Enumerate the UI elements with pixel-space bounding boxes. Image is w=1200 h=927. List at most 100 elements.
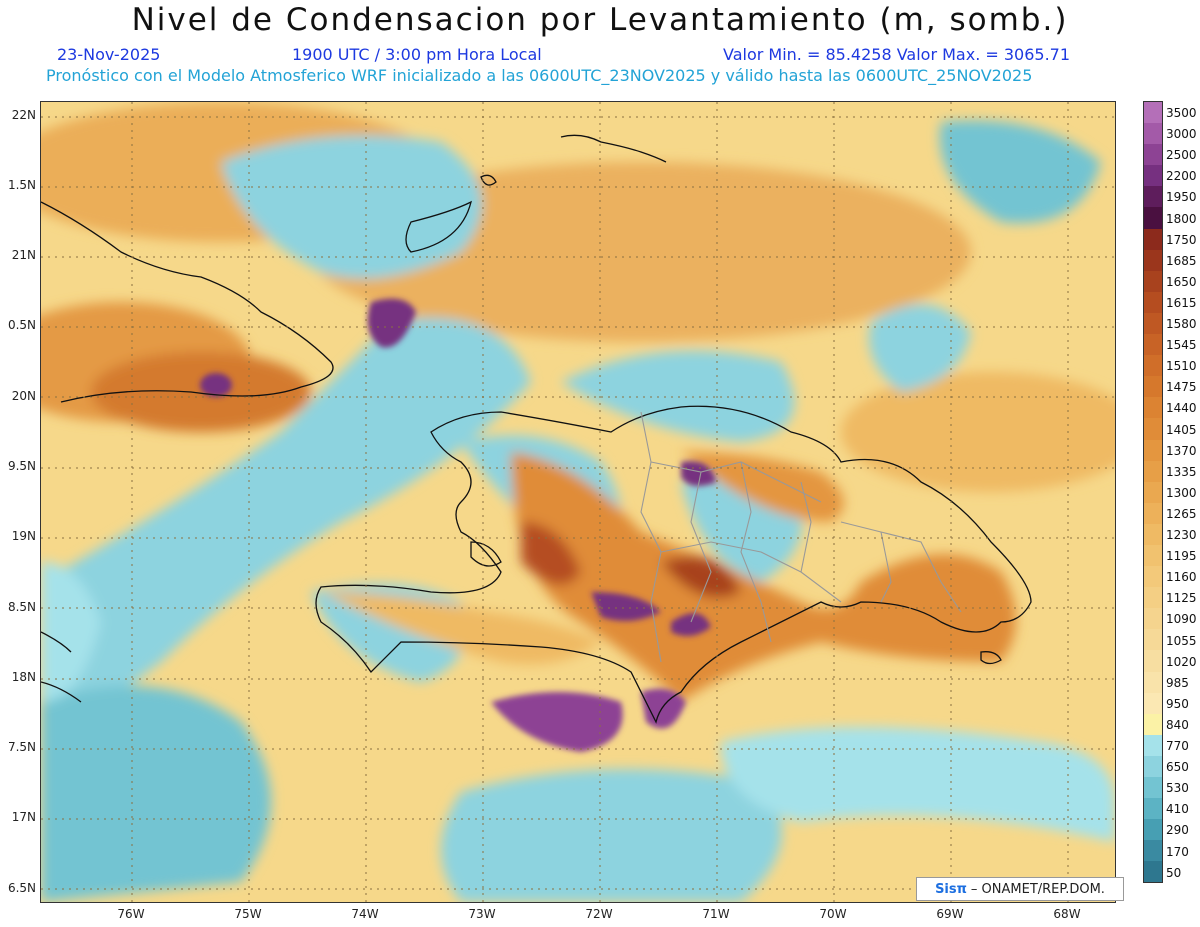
colorbar-segment [1144,123,1162,145]
colorbar-segment [1144,144,1162,166]
colorbar-segment [1144,566,1162,588]
colorbar-label: 1055 [1166,633,1197,648]
colorbar-label: 1230 [1166,528,1197,542]
y-tick-label: 22N [11,108,36,122]
colorbar-label: 840 [1166,717,1189,732]
colorbar-segment [1144,713,1162,735]
colorbar-segment [1144,249,1162,271]
y-tick-label: 9.5N [7,459,36,473]
colorbar-label: 1950 [1166,190,1197,205]
colorbar-segment [1144,312,1162,335]
colorbar-label: 1440 [1166,401,1197,416]
colorbar-label: 2500 [1166,148,1197,163]
colorbar-segment [1144,587,1162,609]
colorbar-label: 3500 [1166,106,1197,120]
coastlines [41,134,1032,724]
colorbar-label: 1195 [1166,549,1197,564]
colorbar-label: 770 [1166,739,1189,753]
colorbar-label: 1265 [1166,506,1197,521]
colorbar-segment [1144,165,1162,187]
colorbar-label: 1650 [1166,274,1197,289]
colorbar-label: 1335 [1166,464,1197,479]
colorbar-label: 2200 [1166,169,1197,184]
field-patches [41,102,1115,902]
x-tick-label: 75W [234,907,262,921]
colorbar-label: 290 [1166,823,1189,838]
colorbar-label: 1300 [1166,485,1197,500]
y-tick-label: 21N [11,248,36,262]
colorbar-segment [1144,755,1162,777]
sis-logo: Sisπ [935,881,967,897]
colorbar-label: 1800 [1166,211,1197,226]
colorbar-label: 1090 [1166,612,1197,627]
lat-lon-grid [41,102,1115,902]
colorbar-segment [1144,734,1162,756]
colorbar-segment [1144,777,1162,799]
colorbar-label: 50 [1166,865,1182,880]
y-tick-label: 7.5N [7,740,36,754]
colorbar-segment [1144,460,1162,482]
colorbar-label: 1020 [1166,654,1197,669]
colorbar-segment [1144,355,1162,377]
colorbar-label: 1545 [1166,338,1197,353]
colorbar-label: 1405 [1166,422,1197,437]
colorbar-label: 985 [1166,675,1189,690]
colorbar-segment [1144,291,1162,313]
colorbar-segment [1144,270,1162,292]
colorbar-segment [1144,397,1162,419]
colorbar-segment [1144,334,1162,356]
colorbar-segment [1144,650,1162,672]
min-max-values: Valor Min. = 85.4258 Valor Max. = 3065.7… [723,45,1071,64]
colorbar-label: 1750 [1166,232,1197,247]
credit-text: – ONAMET/REP.DOM. [970,881,1105,897]
colorbar-label: 950 [1166,696,1189,711]
x-tick-label: 71W [702,907,730,921]
colorbar-segment [1144,861,1162,883]
y-tick-label: 0.5N [7,318,36,332]
x-tick-label: 68W [1053,907,1081,921]
colorbar-label: 1160 [1166,570,1197,585]
credit-box: Sisπ – ONAMET/REP.DOM. [916,877,1124,901]
forecast-time: 1900 UTC / 3:00 pm Hora Local [292,45,542,64]
colorbar-segment [1144,819,1162,841]
x-tick-label: 70W [819,907,847,921]
x-tick-label: 72W [585,907,613,921]
y-tick-label: 8.5N [7,600,36,614]
y-tick-label: 17N [11,810,36,824]
colorbar-label: 3000 [1166,127,1197,142]
colorbar-segment [1144,439,1162,461]
colorbar-segment [1144,186,1162,208]
x-tick-label: 76W [117,907,145,921]
high-lcl-cells [200,298,716,752]
y-tick-label: 20N [11,389,36,403]
x-tick-label: 73W [468,907,496,921]
y-tick-label: 19N [11,529,36,543]
colorbar-segment [1144,418,1162,440]
x-tick-label: 74W [351,907,379,921]
colorbar-label: 1370 [1166,443,1197,458]
forecast-date: 23-Nov-2025 [57,45,161,64]
x-tick-label: 69W [936,907,964,921]
colorbar-segment [1144,629,1162,651]
map-title: Nivel de Condensacion por Levantamiento … [131,2,1069,38]
colorbar-label: 1685 [1166,253,1197,268]
colorbar-label: 170 [1166,844,1189,859]
colorbar-segment [1144,608,1162,630]
colorbar-label: 650 [1166,760,1189,775]
map-area [40,101,1116,903]
colorbar-segment [1144,502,1162,524]
y-tick-label: 1.5N [7,178,36,192]
y-tick-label: 18N [11,670,36,684]
colorbar [1143,101,1163,884]
province-lines [640,411,962,663]
colorbar-label: 1125 [1166,591,1197,606]
colorbar-segment [1144,798,1162,820]
colorbar-segment [1144,228,1162,250]
colorbar-label: 1510 [1166,359,1197,374]
colorbar-segment [1144,207,1162,229]
colorbar-segment [1144,671,1162,693]
colorbar-segment [1144,840,1162,862]
colorbar-segment [1144,376,1162,398]
map-svg [41,102,1115,902]
y-tick-label: 6.5N [7,881,36,895]
